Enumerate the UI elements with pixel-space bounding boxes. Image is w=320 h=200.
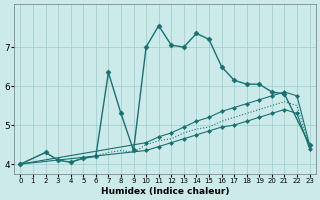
X-axis label: Humidex (Indice chaleur): Humidex (Indice chaleur) xyxy=(101,187,229,196)
